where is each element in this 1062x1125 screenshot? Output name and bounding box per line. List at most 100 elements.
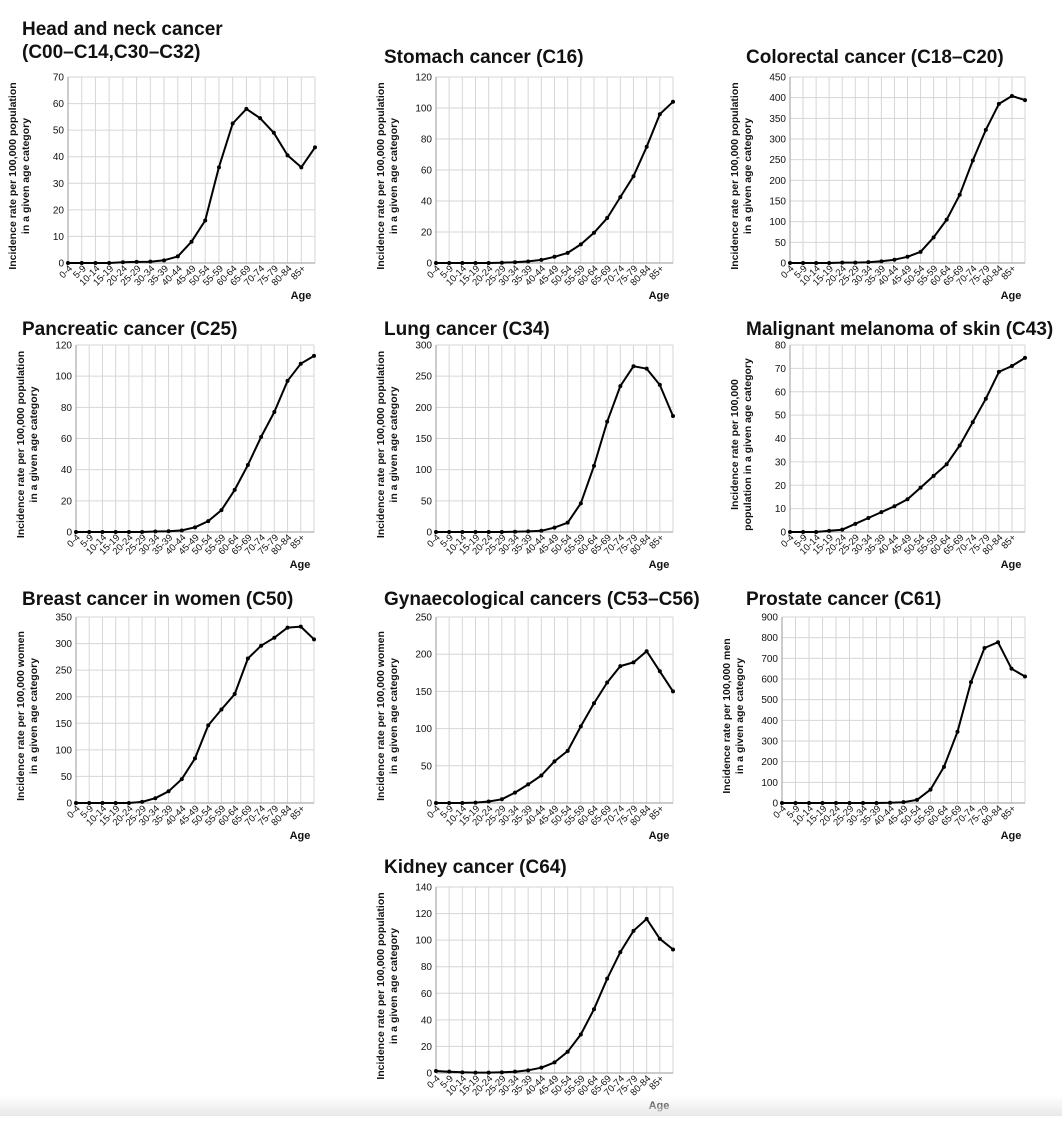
data-point: [982, 646, 987, 650]
data-point: [644, 649, 649, 654]
data-point: [206, 519, 211, 524]
data-point: [539, 773, 544, 778]
x-axis-title: Age: [1001, 830, 1022, 842]
data-point: [578, 724, 583, 729]
data-point: [513, 529, 517, 534]
data-point: [126, 530, 131, 534]
chart-panel-lung-cancer: 0501001502002503000-45-910-1415-1920-242…: [375, 341, 675, 571]
data-point: [312, 353, 316, 358]
chart-panel-gynaecological-cancers: 0501001502002500-45-910-1415-1920-2425-2…: [375, 613, 675, 842]
data-point: [552, 759, 557, 764]
x-tick-label: 85+: [999, 803, 1018, 822]
data-point: [126, 801, 131, 805]
chart-title: Lung cancer (C34): [384, 318, 550, 341]
data-point: [245, 462, 250, 467]
y-tick-label: 150: [55, 719, 72, 730]
data-point: [905, 497, 910, 502]
data-point: [552, 1060, 557, 1065]
data-point: [312, 637, 316, 642]
data-point: [578, 1032, 583, 1037]
y-tick-label: 300: [769, 135, 786, 146]
data-point: [788, 261, 792, 265]
y-tick-label: 300: [55, 639, 72, 650]
data-point: [87, 801, 92, 805]
data-point: [605, 680, 610, 685]
data-point: [931, 473, 936, 478]
data-point: [631, 174, 636, 179]
y-tick-label: 0: [426, 259, 432, 270]
y-tick-label: 20: [421, 1042, 433, 1053]
data-point: [996, 101, 1001, 106]
x-axis-title: Age: [290, 559, 311, 571]
y-tick-label: 40: [775, 434, 787, 445]
y-tick-label: 50: [421, 761, 433, 772]
y-tick-label: 0: [780, 259, 786, 270]
y-tick-label: 20: [61, 496, 73, 507]
y-tick-label: 250: [769, 155, 786, 166]
data-point: [671, 689, 675, 694]
x-tick-label: 85+: [288, 532, 307, 551]
y-tick-label: 100: [769, 217, 786, 228]
data-point: [847, 801, 852, 805]
data-point: [1023, 355, 1027, 360]
data-point: [134, 259, 139, 264]
data-point: [657, 669, 662, 674]
y-axis-title: in a given age category: [28, 658, 40, 774]
data-point: [434, 801, 438, 805]
y-axis-title: Incidence rate per 100,000 men: [721, 638, 733, 793]
y-tick-label: 30: [53, 179, 65, 190]
data-point: [74, 801, 78, 805]
y-axis-title: population in a given age category: [742, 358, 754, 531]
data-point: [100, 530, 105, 534]
y-tick-label: 120: [415, 73, 432, 84]
data-point: [957, 192, 962, 197]
data-point: [259, 434, 264, 439]
y-tick-label: 120: [55, 341, 72, 352]
data-point: [447, 801, 452, 805]
x-axis-title: Age: [649, 559, 670, 571]
data-point: [879, 510, 884, 515]
chart-panel-prostate-cancer: 01002003004005006007008009000-45-910-141…: [721, 613, 1027, 842]
data-point: [644, 144, 649, 149]
data-point: [219, 508, 224, 513]
x-tick-label: 85+: [999, 532, 1018, 551]
y-tick-label: 10: [775, 504, 787, 515]
data-point: [657, 936, 662, 941]
data-point: [499, 797, 504, 802]
y-tick-label: 150: [769, 197, 786, 208]
y-tick-label: 120: [415, 909, 432, 920]
y-axis-title: in a given age category: [742, 118, 754, 234]
data-point: [874, 801, 879, 805]
y-tick-label: 40: [421, 197, 433, 208]
data-point: [526, 529, 531, 534]
data-point: [447, 1069, 452, 1074]
data-point: [245, 656, 250, 661]
data-point: [578, 242, 583, 247]
y-tick-label: 80: [61, 403, 73, 414]
data-point: [605, 216, 610, 221]
data-point: [499, 1070, 504, 1075]
y-axis-title: in a given age category: [388, 386, 400, 502]
chart-panel-pancreatic-cancer: 0204060801001200-45-910-1415-1920-2425-2…: [15, 341, 316, 571]
y-tick-label: 150: [415, 687, 432, 698]
x-tick-label: 85+: [288, 803, 307, 822]
data-point: [179, 777, 184, 782]
y-tick-label: 350: [55, 613, 72, 624]
data-point: [618, 950, 623, 955]
y-tick-label: 0: [58, 259, 64, 270]
data-point: [879, 259, 884, 264]
chart-title-line: Colorectal cancer (C18–C20): [746, 47, 1004, 68]
chart-title-line: Lung cancer (C34): [384, 319, 550, 340]
data-point: [618, 384, 623, 389]
y-axis-title: Incidence rate per 100,000 population: [729, 82, 741, 269]
data-point: [1009, 364, 1014, 369]
data-point: [113, 530, 118, 534]
data-point: [853, 521, 858, 526]
data-point: [120, 260, 125, 265]
data-point: [539, 257, 544, 262]
data-point: [272, 635, 277, 640]
data-point: [153, 529, 158, 534]
data-point: [970, 158, 975, 163]
y-tick-label: 40: [61, 465, 73, 476]
